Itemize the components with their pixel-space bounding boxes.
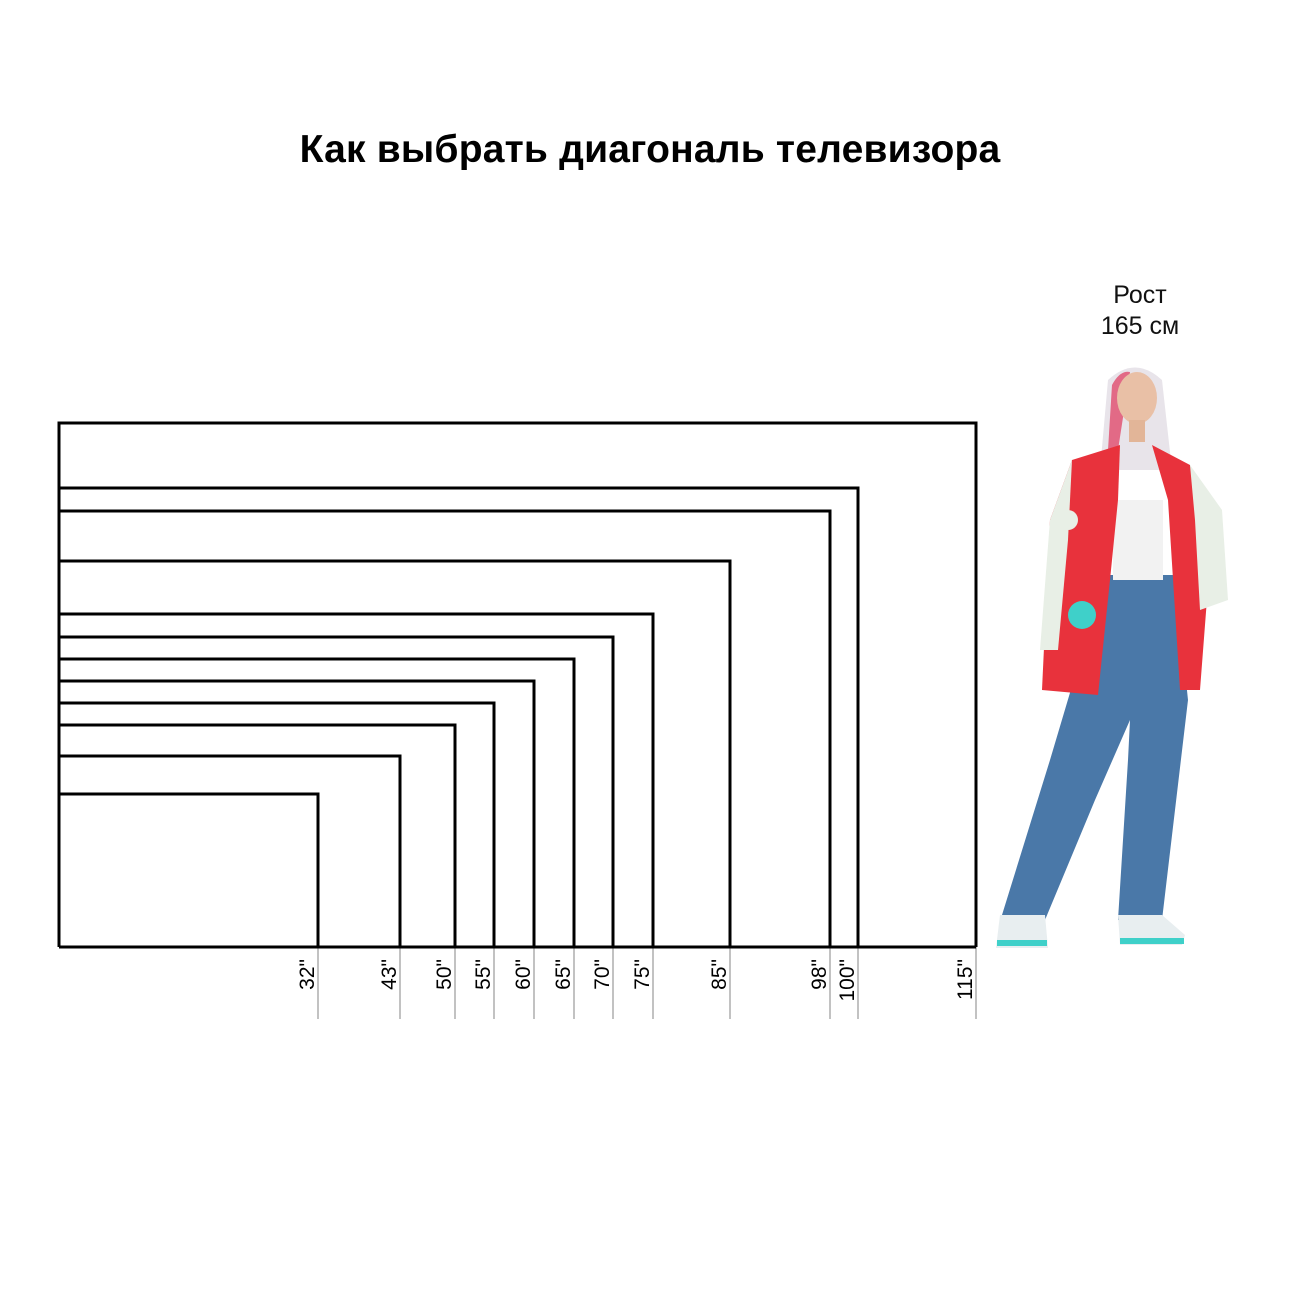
tv-outline-50 — [57, 723, 457, 947]
tv-outline-115 — [57, 421, 978, 947]
diagonal-label-50: 50" — [433, 959, 456, 990]
jacket-sleeve-left — [1040, 460, 1072, 650]
diagonal-label-65: 65" — [552, 959, 575, 990]
diagonal-label-43: 43" — [378, 959, 401, 990]
diagonal-label-98: 98" — [808, 959, 831, 990]
shoe-left — [996, 915, 1048, 948]
head — [1117, 372, 1157, 424]
tv-outline-55 — [57, 701, 496, 947]
diagonal-label-100: 100" — [836, 959, 859, 1002]
tv-outline-32 — [57, 792, 320, 947]
jacket-patch — [1068, 601, 1096, 629]
height-label-line2: 165 см — [1100, 312, 1180, 340]
diagonal-label-70: 70" — [591, 959, 614, 990]
jacket-sleeve-right — [1190, 465, 1228, 610]
tick-lines — [317, 947, 977, 1019]
diagonal-label-85: 85" — [708, 959, 731, 990]
tv-outline-98 — [57, 509, 832, 947]
diagonal-label-115: 115" — [954, 959, 977, 1000]
diagonal-labels: 115" 100"98" 85" 75" 70" 65" 60" 55" 50" 43" 32" — [296, 959, 977, 1002]
white-top — [1113, 500, 1163, 580]
tv-outline-70 — [57, 635, 615, 947]
neck — [1129, 420, 1145, 442]
person-height-label: Рост 165 см — [1080, 280, 1200, 342]
person-illustration — [996, 367, 1228, 948]
diagonal-label-32: 32" — [296, 959, 319, 990]
height-label-line1: Рост — [1113, 281, 1167, 309]
diagonal-label-75: 75" — [631, 959, 654, 990]
tv-outline-75 — [57, 612, 655, 947]
shoe-sole — [997, 940, 1047, 946]
tv-outline-60 — [57, 679, 536, 947]
tv-outline-100 — [57, 486, 860, 947]
diagonal-label-60: 60" — [512, 959, 535, 990]
tv-outline-43 — [57, 754, 402, 947]
diagonal-label-55: 55" — [472, 959, 495, 990]
page-title: Как выбрать диагональ телевизора — [299, 128, 1001, 171]
jacket-patch — [1058, 510, 1078, 530]
tv-outline-85 — [57, 559, 732, 947]
shoe-right — [1118, 915, 1185, 945]
tv-outlines — [57, 421, 978, 949]
shoe-sole — [1120, 938, 1184, 944]
jeans — [1002, 575, 1188, 920]
